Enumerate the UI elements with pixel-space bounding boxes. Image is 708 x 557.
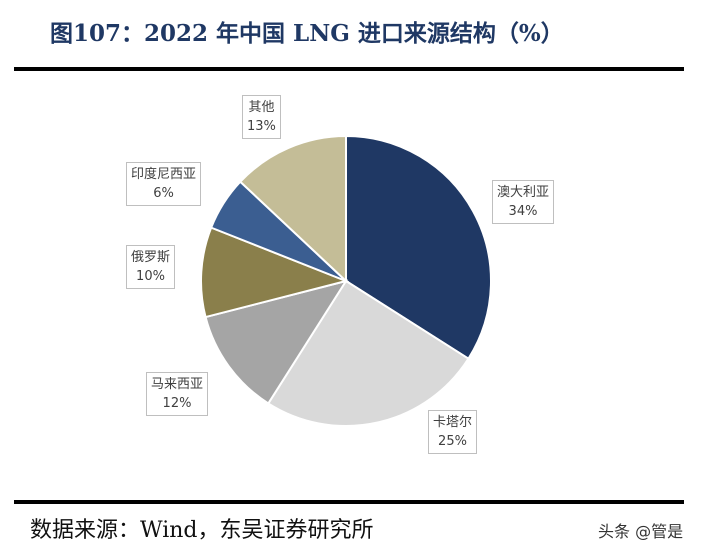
slice-value: 34% (508, 204, 538, 219)
slice-label: 马来西亚 12% (146, 372, 209, 416)
slice-label: 其他 13% (242, 95, 281, 139)
slice-value: 12% (162, 396, 192, 411)
chart-title: 图107：2022 年中国 LNG 进口来源结构（%） (50, 20, 564, 47)
slice-value: 6% (153, 186, 174, 201)
slice-value: 13% (247, 119, 276, 134)
top-rule (14, 67, 684, 71)
slice-value: 25% (438, 434, 467, 449)
pie-slice-3 (200, 226, 350, 319)
source-note: 数据来源：Wind，东吴证券研究所 (30, 518, 374, 543)
slice-name: 卡塔尔 (433, 415, 473, 430)
pie-slice-1 (266, 279, 470, 427)
slice-label: 俄罗斯 10% (126, 245, 176, 289)
slice-name: 澳大利亚 (497, 185, 550, 200)
pie-slice-2 (204, 279, 349, 405)
slice-name: 俄罗斯 (131, 250, 171, 265)
bottom-rule (14, 500, 684, 504)
slice-name: 马来西亚 (151, 377, 204, 392)
slice-label: 卡塔尔 25% (428, 410, 478, 454)
slice-name: 其他 (248, 100, 275, 115)
slice-name: 印度尼西亚 (131, 167, 197, 182)
watermark: 头条 @管是 (598, 522, 684, 541)
slice-value: 10% (136, 269, 165, 284)
slice-label: 印度尼西亚 6% (126, 162, 202, 206)
pie-slice-5 (238, 134, 347, 284)
slice-label: 澳大利亚 34% (492, 180, 555, 224)
